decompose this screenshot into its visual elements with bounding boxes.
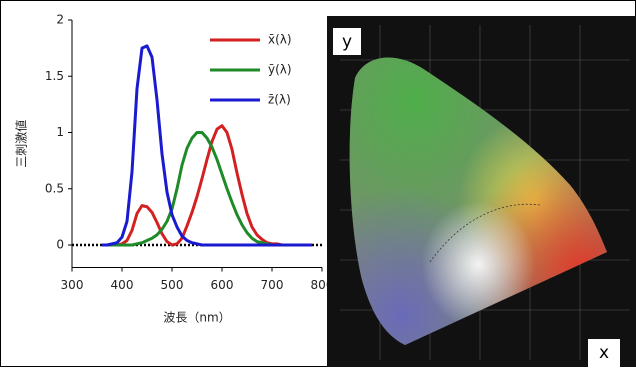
- legend-label: ȳ(λ): [268, 63, 292, 77]
- y-tick-label: 0.5: [45, 181, 64, 195]
- y-tick-label: 1.5: [45, 69, 64, 83]
- legend-label: x̄(λ): [268, 33, 292, 47]
- y-tick-label: 0: [56, 238, 64, 252]
- y-tick-label: 2: [56, 13, 64, 27]
- page: 00.511.52300400500600700800波長（nm）三刺激値x̄(…: [0, 0, 636, 367]
- x-tick-label: 700: [261, 278, 284, 292]
- x-tick-label: 300: [61, 278, 84, 292]
- x-tick-label: 400: [111, 278, 134, 292]
- legend-label: z̄(λ): [268, 93, 291, 107]
- photo: y x: [327, 16, 636, 367]
- x-axis-label: 波長（nm）: [163, 311, 230, 325]
- y-tick-label: 1: [56, 125, 64, 139]
- photo-x-label: x: [599, 343, 609, 363]
- photo-y-label: y: [342, 32, 352, 52]
- x-tick-label: 600: [211, 278, 234, 292]
- x-tick-label: 500: [161, 278, 184, 292]
- y-axis-label: 三刺激値: [14, 120, 29, 168]
